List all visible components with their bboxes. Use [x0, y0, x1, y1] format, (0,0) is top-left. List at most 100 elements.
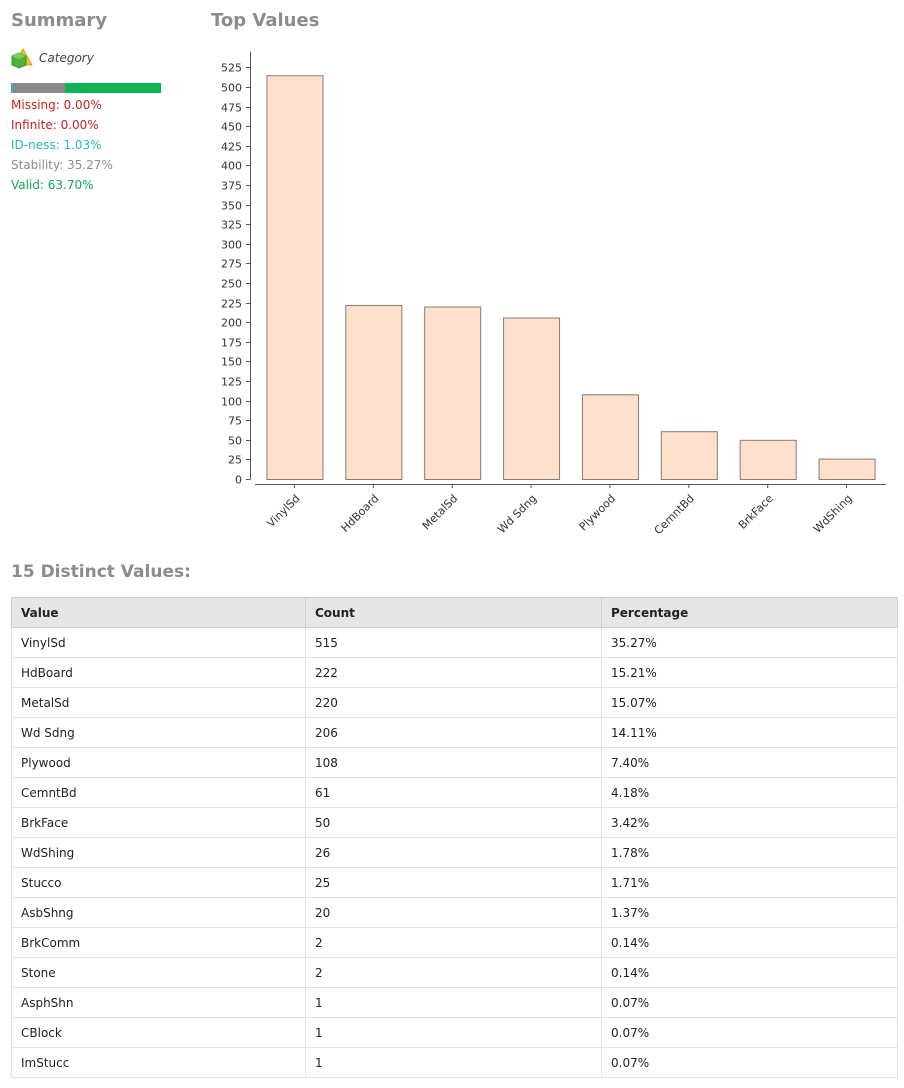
cell-count: 61: [305, 777, 602, 808]
cell-value: HdBoard: [11, 657, 306, 688]
y-tick-label: 50: [228, 435, 242, 448]
cell-count: 26: [305, 837, 602, 868]
y-tick-label: 250: [221, 278, 242, 291]
y-tick-label: 425: [221, 141, 242, 154]
table-row: Wd Sdng 206 14.11%: [11, 717, 898, 748]
y-tick-label: 225: [221, 298, 242, 311]
x-tick-label: Wd Sdng: [495, 492, 539, 536]
bar-plywood[interactable]: [581, 394, 639, 480]
stat-missing: Missing: 0.00%: [11, 98, 102, 112]
bar-cemntbd[interactable]: [660, 431, 718, 480]
cell-count: 1: [305, 1017, 602, 1048]
quality-bar: [11, 83, 161, 93]
table-row: BrkComm 2 0.14%: [11, 927, 898, 958]
top-values-chart: 0 25 50 75 100 125 150 175 200 225 250 275 300 325 350…: [221, 51, 886, 537]
table-row: AsbShng 20 1.37%: [11, 897, 898, 928]
cell-value: CBlock: [11, 1017, 306, 1048]
table-row: WdShing 26 1.78%: [11, 837, 898, 868]
top-values-title: Top Values: [211, 10, 320, 31]
stat-idness: ID-ness: 1.03%: [11, 138, 102, 152]
y-tick-label: 0: [235, 474, 242, 487]
cell-value: WdShing: [11, 837, 306, 868]
quality-bar-valid: [65, 83, 161, 93]
table-row: Stucco 25 1.71%: [11, 867, 898, 898]
cell-count: 2: [305, 927, 602, 958]
cell-count: 2: [305, 957, 602, 988]
cell-count: 515: [305, 627, 602, 658]
x-tick-label: HdBoard: [339, 492, 382, 535]
y-tick-label: 75: [228, 415, 242, 428]
cell-percentage: 15.07%: [601, 687, 898, 718]
bar-vinylsd[interactable]: [266, 75, 324, 481]
cell-count: 1: [305, 987, 602, 1018]
cell-count: 222: [305, 657, 602, 688]
bar-wdshing[interactable]: [818, 458, 876, 480]
y-tick-label: 150: [221, 356, 242, 369]
column-header-value[interactable]: Value: [11, 597, 306, 628]
y-tick-label: 525: [221, 62, 242, 75]
cell-value: CemntBd: [11, 777, 306, 808]
y-tick-label: 475: [221, 102, 242, 115]
cell-percentage: 0.14%: [601, 927, 898, 958]
cell-count: 50: [305, 807, 602, 838]
cell-count: 206: [305, 717, 602, 748]
bar-metalsd[interactable]: [424, 306, 482, 480]
cell-count: 20: [305, 897, 602, 928]
category-row: Category: [11, 47, 94, 69]
summary-title: Summary: [11, 10, 108, 31]
cell-percentage: 0.07%: [601, 1017, 898, 1048]
table-row: Stone 2 0.14%: [11, 957, 898, 988]
y-tick-label: 400: [221, 160, 242, 173]
bar-wd-sdng[interactable]: [503, 317, 561, 480]
table-row: CemntBd 61 4.18%: [11, 777, 898, 808]
y-tick-label: 450: [221, 121, 242, 134]
cell-percentage: 0.14%: [601, 957, 898, 988]
cell-percentage: 14.11%: [601, 717, 898, 748]
x-tick-label: VinylSd: [264, 492, 302, 530]
cell-percentage: 7.40%: [601, 747, 898, 778]
y-tick-label: 100: [221, 396, 242, 409]
cell-percentage: 3.42%: [601, 807, 898, 838]
table-row: AsphShn 1 0.07%: [11, 987, 898, 1018]
table-row: ImStucc 1 0.07%: [11, 1047, 898, 1078]
y-tick-label: 125: [221, 376, 242, 389]
cell-count: 108: [305, 747, 602, 778]
cell-count: 1: [305, 1047, 602, 1078]
stat-valid: Valid: 63.70%: [11, 178, 94, 192]
cell-percentage: 1.71%: [601, 867, 898, 898]
y-tick-label: 350: [221, 200, 242, 213]
table-row: BrkFace 50 3.42%: [11, 807, 898, 838]
cell-percentage: 0.07%: [601, 1047, 898, 1078]
stat-infinite: Infinite: 0.00%: [11, 118, 99, 132]
cell-count: 25: [305, 867, 602, 898]
table-row: VinylSd 515 35.27%: [11, 627, 898, 658]
y-tick-label: 500: [221, 82, 242, 95]
cell-value: Stucco: [11, 867, 306, 898]
y-tick-label: 25: [228, 454, 242, 467]
table-header-row: Value Count Percentage: [11, 597, 898, 628]
cell-value: ImStucc: [11, 1047, 306, 1078]
bar-hdboard[interactable]: [345, 304, 403, 480]
y-tick-label: 375: [221, 180, 242, 193]
column-header-percentage[interactable]: Percentage: [601, 597, 898, 628]
table-row: CBlock 1 0.07%: [11, 1017, 898, 1048]
cell-count: 220: [305, 687, 602, 718]
y-tick-label: 200: [221, 317, 242, 330]
column-header-count[interactable]: Count: [305, 597, 602, 628]
cell-percentage: 4.18%: [601, 777, 898, 808]
cell-value: MetalSd: [11, 687, 306, 718]
table-row: HdBoard 222 15.21%: [11, 657, 898, 688]
distinct-values-table: Value Count Percentage VinylSd 515 35.27% H…: [11, 597, 898, 1078]
x-tick-label: CemntBd: [652, 492, 697, 537]
cell-percentage: 15.21%: [601, 657, 898, 688]
cell-value: BrkComm: [11, 927, 306, 958]
cell-value: Plywood: [11, 747, 306, 778]
distinct-values-title: 15 Distinct Values:: [11, 562, 191, 582]
quality-bar-idness: [11, 83, 13, 93]
bar-brkface[interactable]: [739, 439, 797, 480]
quality-bar-stability: [12, 83, 66, 93]
y-tick-label: 325: [221, 219, 242, 232]
table-row: Plywood 108 7.40%: [11, 747, 898, 778]
cell-value: Wd Sdng: [11, 717, 306, 748]
x-tick-label: MetalSd: [420, 492, 461, 533]
